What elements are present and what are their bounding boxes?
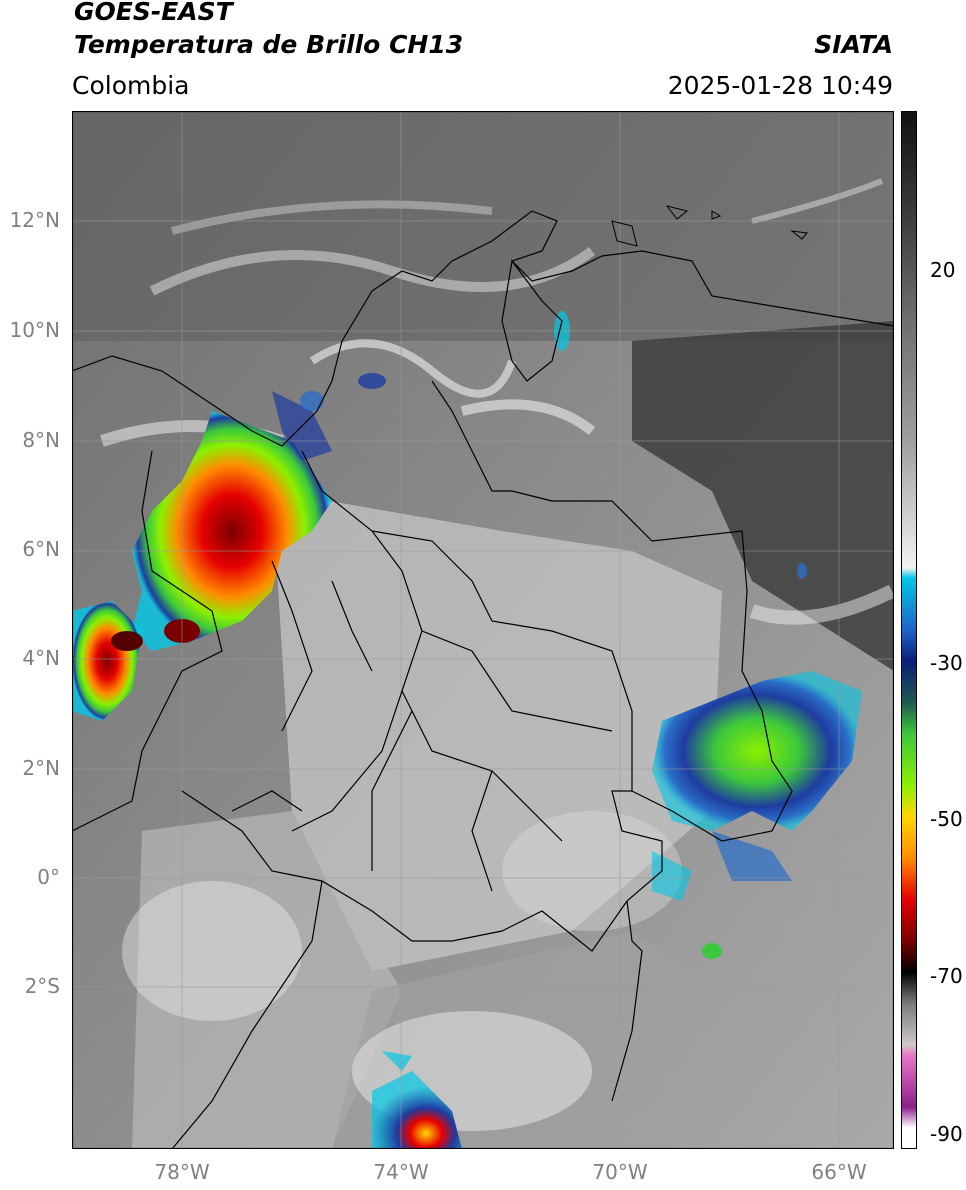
colorbar-tick-minus70: -70	[930, 964, 963, 988]
lat-label-0: 0°	[37, 865, 60, 889]
storm-south	[372, 1051, 462, 1149]
gridlines	[72, 111, 894, 1149]
lat-label-2s: 2°S	[24, 974, 60, 998]
lat-label-6n: 6°N	[22, 537, 60, 561]
lon-label-70w: 70°W	[592, 1160, 648, 1184]
colorbar	[901, 111, 917, 1149]
lat-label-2n: 2°N	[22, 756, 60, 780]
lat-label-10n: 10°N	[9, 318, 60, 342]
storm-east	[652, 671, 862, 959]
lon-label-74w: 74°W	[373, 1160, 429, 1184]
satellite-map	[72, 111, 894, 1149]
colorbar-tick-minus30: -30	[930, 651, 963, 675]
satellite-title: GOES-EAST	[74, 0, 233, 26]
lat-label-12n: 12°N	[9, 208, 60, 232]
lat-label-8n: 8°N	[22, 428, 60, 452]
region-label: Colombia	[72, 71, 190, 100]
lon-label-66w: 66°W	[811, 1160, 867, 1184]
timestamp-label: 2025-01-28 10:49	[667, 71, 893, 100]
colorbar-tick-20: 20	[930, 258, 956, 282]
colorbar-tick-minus90: -90	[930, 1122, 963, 1146]
colorbar-tick-minus50: -50	[930, 807, 963, 831]
lon-label-78w: 78°W	[154, 1160, 210, 1184]
product-title: Temperatura de Brillo CH13	[74, 30, 464, 59]
agency-label: SIATA	[814, 30, 893, 59]
boundaries	[72, 210, 894, 1149]
lat-label-4n: 4°N	[22, 646, 60, 670]
